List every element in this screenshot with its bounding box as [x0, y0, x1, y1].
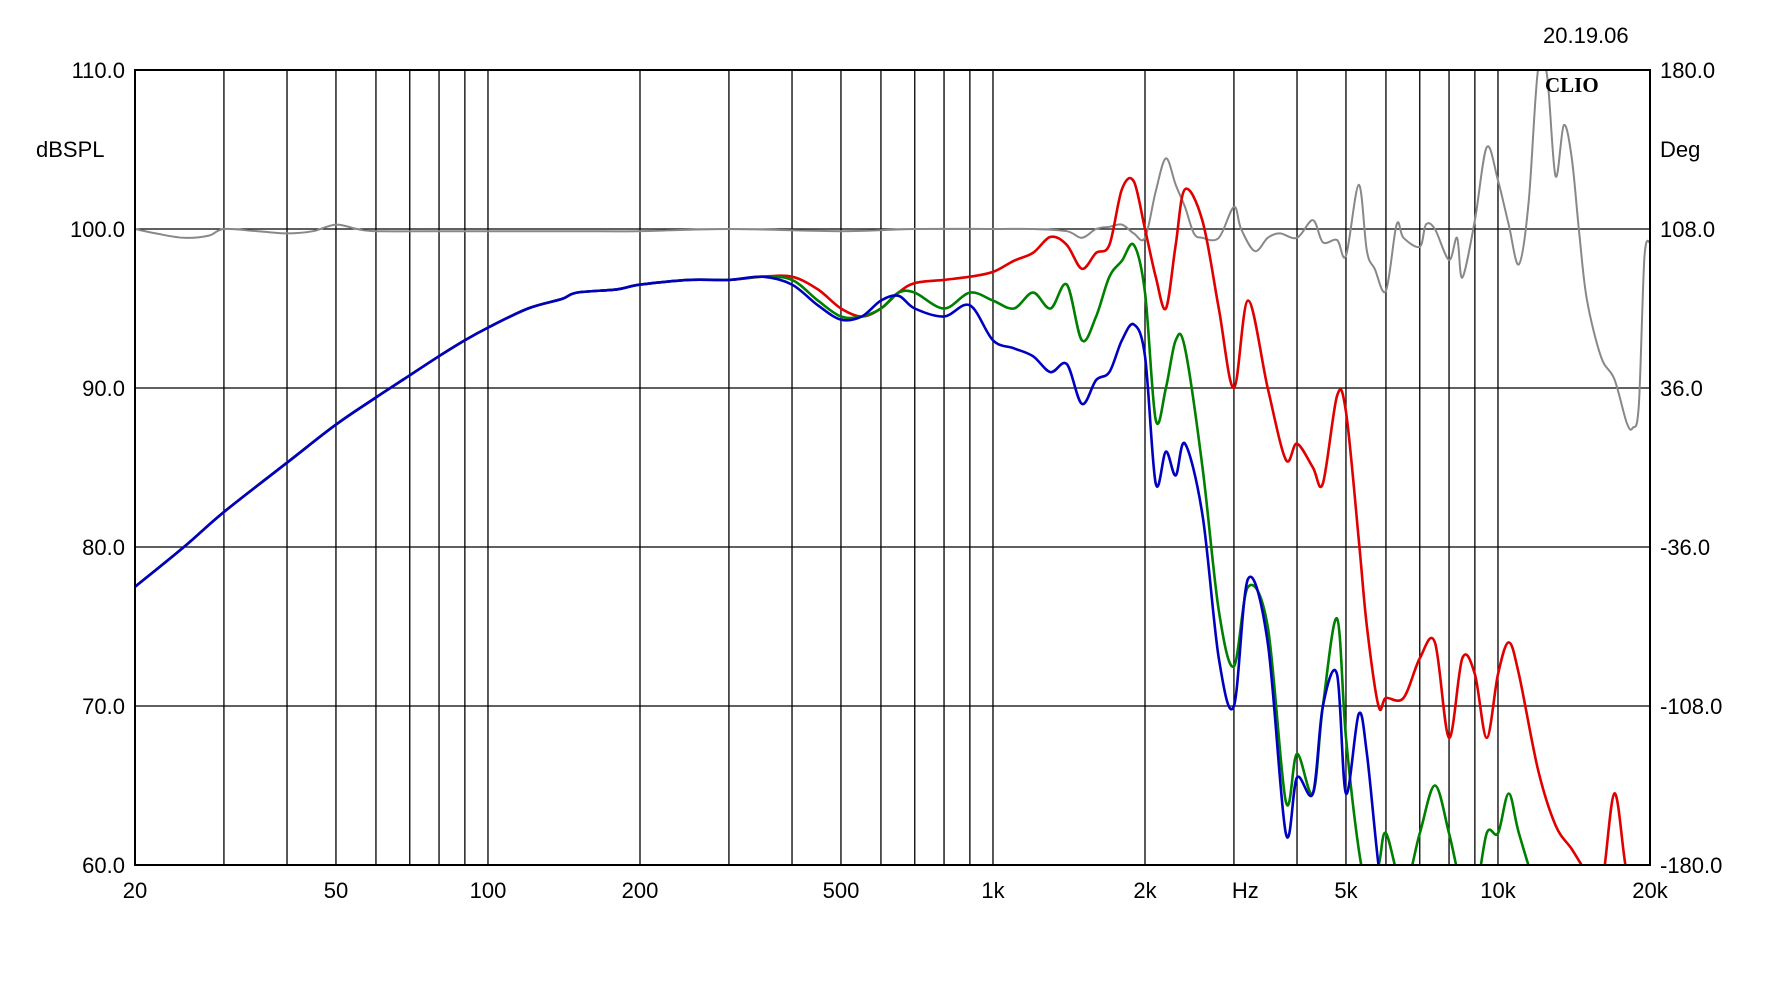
y2-tick-label: 36.0: [1660, 376, 1703, 401]
x-axis-title: Hz: [1232, 878, 1259, 903]
data-series: [135, 70, 1650, 865]
timestamp: 20.19.06: [1543, 23, 1629, 48]
y2-axis-title: Deg: [1660, 137, 1700, 162]
y-tick-label: 70.0: [82, 694, 125, 719]
x-tick-label: 1k: [981, 878, 1005, 903]
x-tick-label: 50: [324, 878, 348, 903]
y2-tick-label: 180.0: [1660, 58, 1715, 83]
series-line: [135, 70, 1650, 431]
x-tick-label: 5k: [1334, 878, 1358, 903]
x-tick-label: 10k: [1480, 878, 1516, 903]
x-tick-label: 100: [470, 878, 507, 903]
y2-tick-label: -36.0: [1660, 535, 1710, 560]
clio-logo: CLIO: [1545, 73, 1599, 97]
x-tick-label: 20k: [1632, 878, 1668, 903]
axis-labels: 20 50 100 200 500 1k 2k 5k 10k 20k Hz 60.0 70.0 80.0 9…: [70, 58, 1722, 903]
grid-lines: [135, 70, 1650, 865]
y2-tick-label: -180.0: [1660, 853, 1722, 878]
x-tick-label: 2k: [1133, 878, 1157, 903]
y2-tick-label: 108.0: [1660, 217, 1715, 242]
y2-tick-label: -108.0: [1660, 694, 1722, 719]
y-tick-label: 110.0: [72, 58, 125, 83]
y-tick-label: 60.0: [82, 853, 125, 878]
y-tick-label: 80.0: [82, 535, 125, 560]
x-tick-label: 20: [123, 878, 147, 903]
y-axis-title: dBSPL: [36, 137, 105, 162]
plot-frame: [134, 69, 1651, 866]
y-tick-label: 90.0: [82, 376, 125, 401]
x-tick-label: 500: [823, 878, 860, 903]
y-tick-label: 100.0: [70, 217, 125, 242]
x-tick-label: 200: [622, 878, 659, 903]
series-line: [135, 275, 1380, 865]
